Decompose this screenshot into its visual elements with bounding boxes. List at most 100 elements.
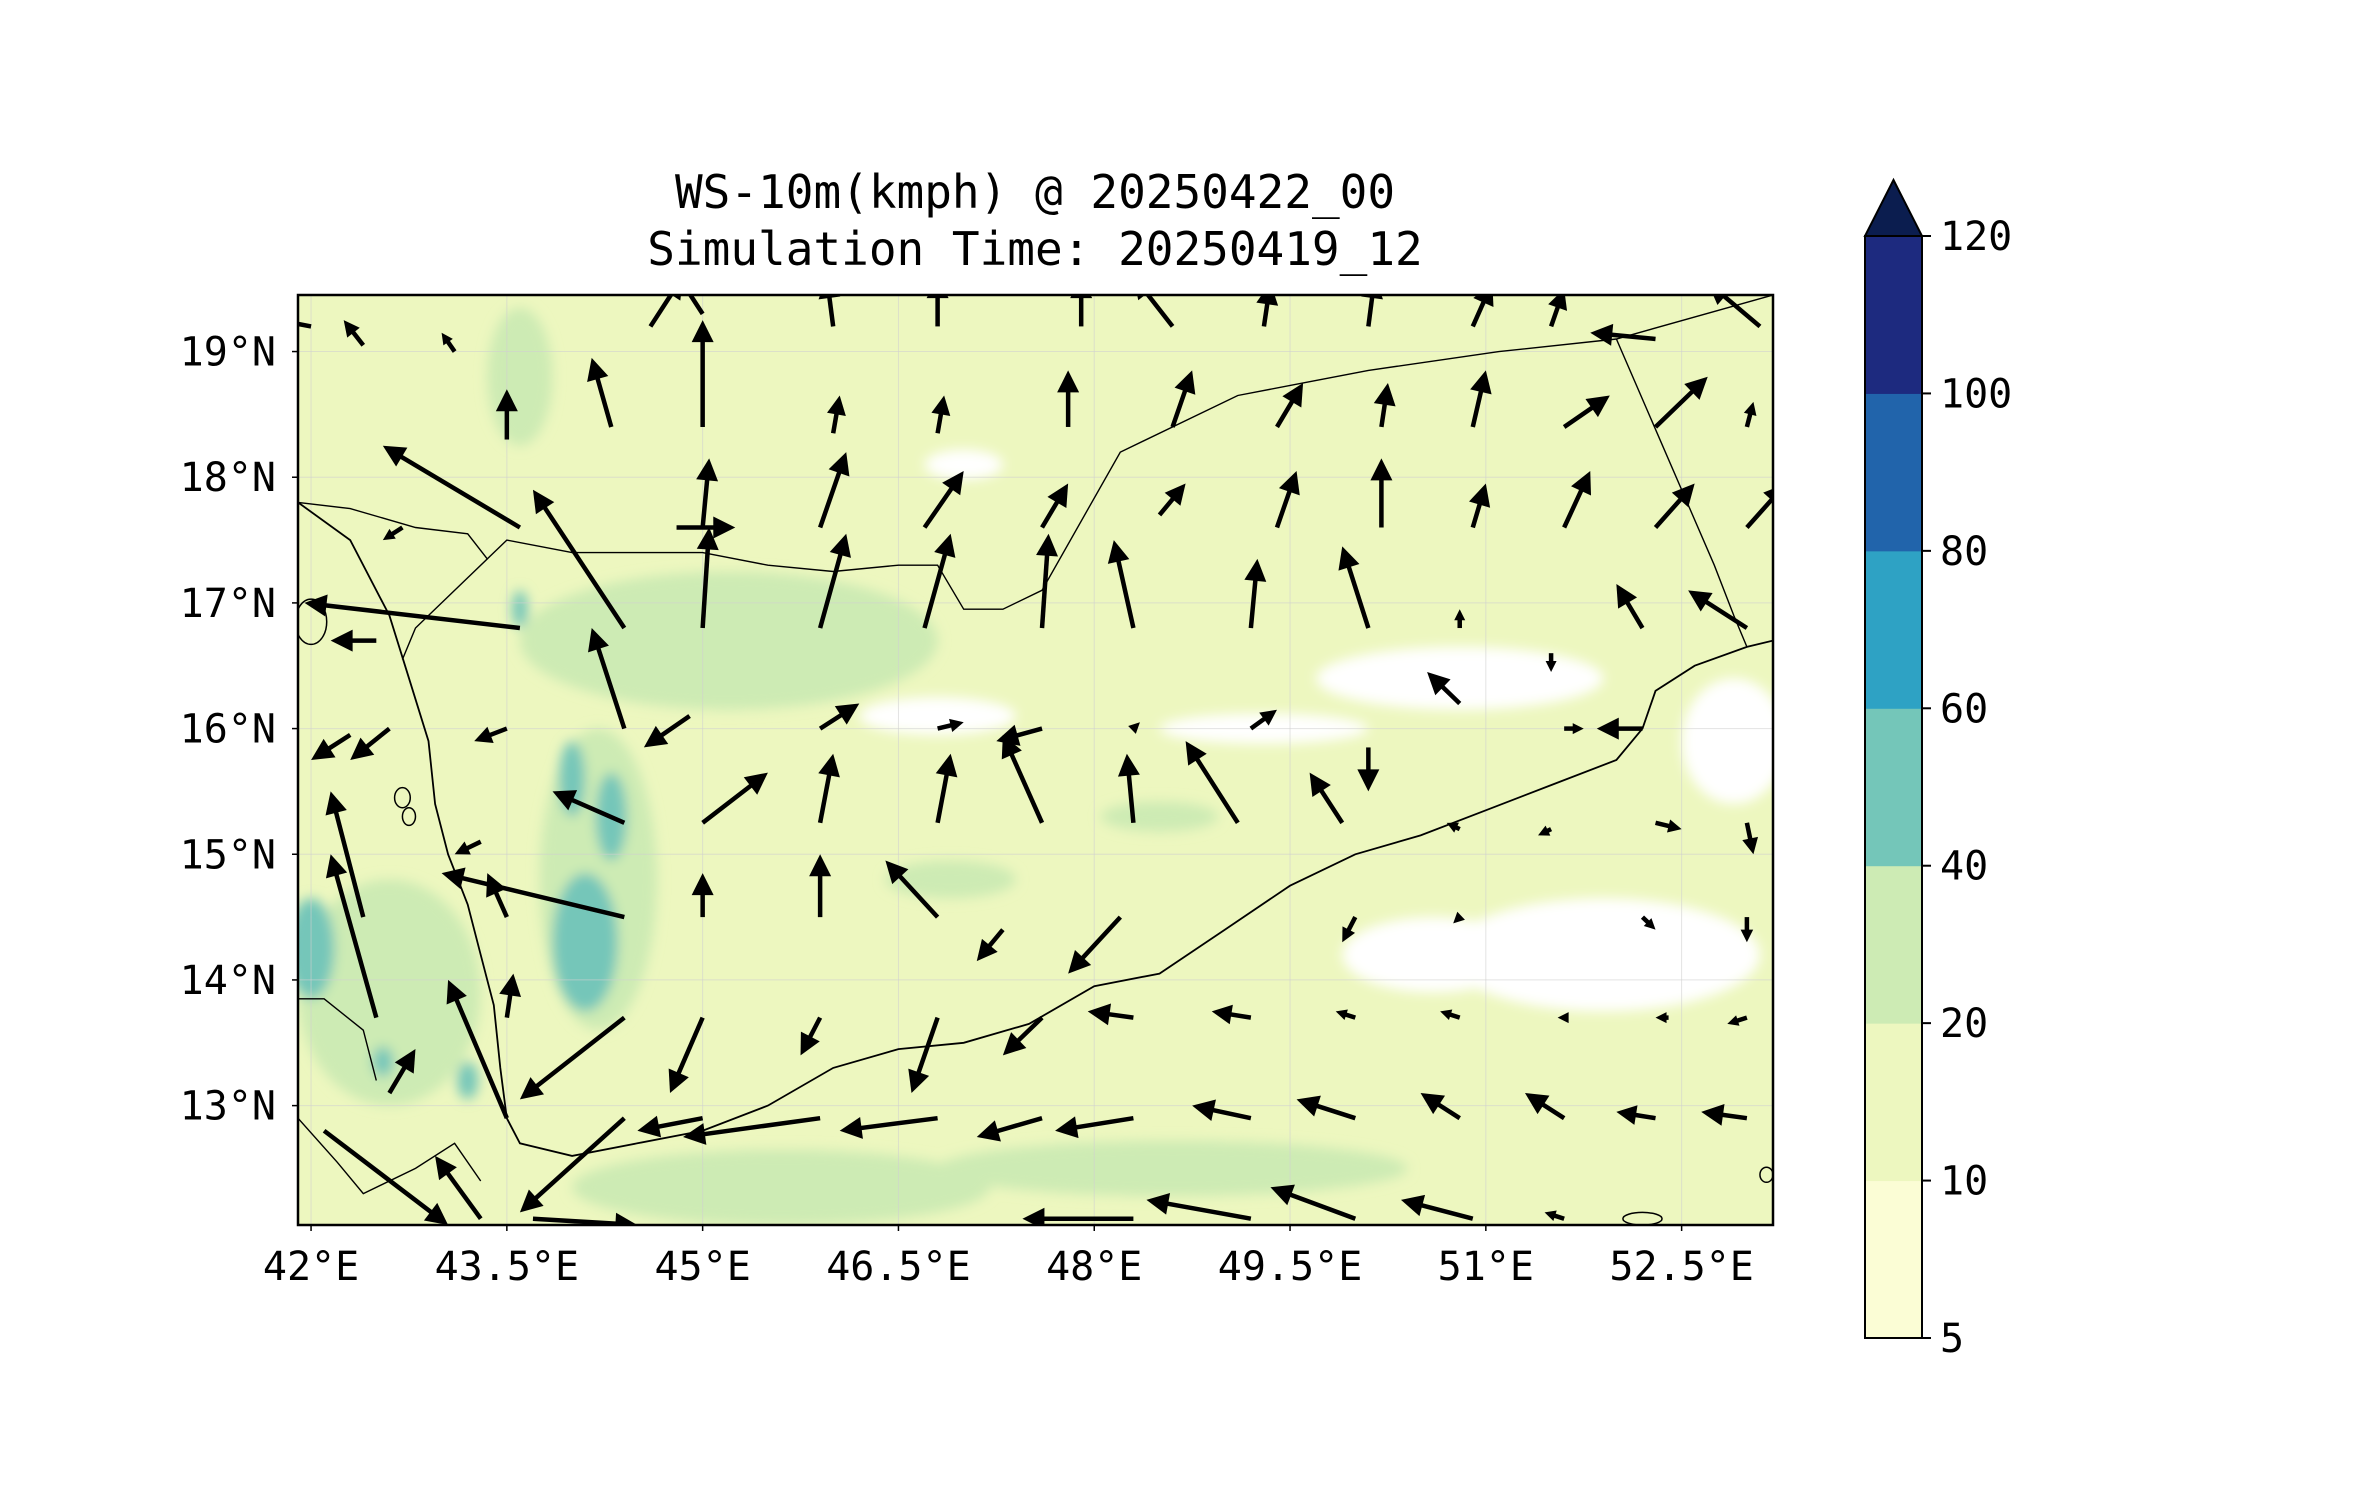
wind-arrow-head — [839, 1117, 863, 1139]
wind-arrow — [800, 1016, 823, 1056]
wind-arrow-shaft — [1039, 553, 1050, 629]
wind-arrow-shaft — [897, 873, 940, 919]
wind-arrow-head — [1473, 295, 1494, 308]
map-gridlines — [298, 295, 1773, 1225]
wind-arrow-shaft — [1318, 788, 1345, 825]
wind-arrow — [827, 395, 846, 434]
wind-arrow-head — [691, 873, 714, 896]
wind-arrow — [350, 726, 391, 760]
wind-arrow-head — [1057, 370, 1080, 393]
wind-arrow — [648, 295, 681, 328]
wind-arrow-shaft — [1157, 496, 1176, 517]
colorbar-tick-label: 120 — [1940, 214, 2012, 260]
wind-arrow-head — [519, 1189, 544, 1213]
medium-wind-patch — [1100, 801, 1219, 832]
wind-arrow — [1002, 1016, 1044, 1056]
wind-arrow — [1146, 1192, 1252, 1221]
wind-arrow — [976, 1116, 1043, 1142]
calm-patch — [1316, 646, 1604, 710]
x-tick-label: 51°E — [1438, 1244, 1534, 1290]
wind-arrow — [935, 753, 958, 824]
wind-arrow-head — [743, 772, 768, 795]
wind-arrow-shaft — [453, 997, 509, 1120]
wind-arrow — [474, 726, 508, 744]
wind-arrow — [937, 718, 964, 732]
wind-arrow-shaft — [333, 872, 379, 1019]
wind-arrow-shaft — [817, 470, 842, 529]
wind-arrow-head — [976, 1120, 1001, 1142]
wind-arrow-shaft — [1248, 578, 1258, 629]
wind-arrow-head — [643, 725, 669, 748]
wind-arrow — [931, 395, 951, 434]
wind-arrow-head — [1453, 911, 1465, 924]
strong-wind-patch — [372, 1046, 394, 1077]
wind-arrow-head — [1572, 723, 1584, 735]
wind-arrow-shaft — [1470, 299, 1487, 328]
x-tick-label: 43.5°E — [435, 1244, 580, 1290]
wind-arrow-shaft — [1126, 773, 1136, 824]
wind-arrow-shaft — [1346, 564, 1371, 629]
wind-arrow-head — [671, 295, 681, 301]
wind-arrow-head — [532, 489, 555, 515]
wind-arrow-shaft — [1040, 499, 1060, 529]
wind-arrow-head — [1335, 1009, 1348, 1020]
colorbar-extend-triangle — [1863, 177, 1924, 237]
wind-arrow-head — [1420, 1093, 1446, 1115]
wind-arrow — [311, 732, 352, 760]
wind-arrow-shaft — [1439, 684, 1462, 706]
wind-arrow — [588, 628, 627, 730]
wind-arrow-head — [1763, 488, 1773, 502]
latitude-tick-labels: 19°N 18°N 17°N 16°N 15°N 14°N 13°N — [180, 330, 298, 1130]
colorbar: 5 10 20 40 60 80 100 120 — [1863, 177, 2012, 1362]
strong-wind-patch — [552, 873, 618, 1012]
wind-arrow-head — [1296, 1095, 1321, 1117]
wind-arrow — [1654, 819, 1682, 833]
wind-arrow — [1453, 911, 1465, 924]
wind-arrow-head — [1146, 1192, 1171, 1215]
wind-arrow-head — [1548, 295, 1568, 311]
wind-arrow-shaft — [1366, 295, 1375, 327]
wind-arrow-head — [1117, 753, 1140, 777]
wind-arrow — [1743, 401, 1757, 428]
wind-arrow-shaft — [493, 890, 509, 919]
wind-arrow-shaft — [1345, 916, 1358, 933]
x-tick-label: 42°E — [263, 1244, 359, 1290]
wind-arrow-head — [499, 973, 522, 998]
wind-arrow-head — [1688, 590, 1713, 612]
wind-arrow-shaft — [986, 928, 1005, 949]
wind-arrow — [809, 854, 832, 918]
wind-arrow-shaft — [1015, 726, 1043, 739]
wind-arrow-head — [713, 516, 736, 539]
wind-arrow-shaft — [1721, 295, 1762, 329]
wind-arrow — [1036, 533, 1059, 629]
x-tick-label: 49.5°E — [1218, 1244, 1363, 1290]
wind-arrow — [1022, 1207, 1134, 1225]
medium-wind-patch — [937, 1140, 1408, 1197]
wind-arrow-shaft — [1744, 822, 1753, 841]
wind-arrow-head — [435, 1155, 457, 1181]
colorbar-tick-label: 10 — [1940, 1159, 1988, 1205]
wind-arrow — [495, 389, 518, 440]
wind-arrow-shaft — [1562, 405, 1595, 429]
wind-arrow-shaft — [1379, 402, 1388, 428]
wind-arrow — [1470, 295, 1494, 328]
wind-arrow — [532, 489, 627, 630]
wind-arrow — [1068, 915, 1122, 974]
wind-arrow — [1211, 1004, 1252, 1025]
wind-arrow-head — [588, 628, 609, 653]
wind-arrow-shaft — [1653, 496, 1684, 529]
wind-arrow — [552, 790, 626, 825]
wind-arrow-head — [1002, 1032, 1027, 1056]
country-border — [298, 501, 489, 660]
wind-arrow-head — [942, 470, 964, 496]
wind-arrow-head — [394, 1049, 416, 1074]
wind-arrow — [1274, 470, 1300, 529]
wind-arrow-shaft — [1211, 1107, 1252, 1121]
wind-arrow-head — [325, 791, 347, 816]
wind-arrow-shaft — [464, 839, 482, 851]
wind-arrow-head — [800, 1031, 820, 1056]
wind-arrow — [1564, 723, 1584, 735]
wind-arrow-shaft — [487, 726, 508, 738]
wind-arrow-head — [834, 703, 860, 725]
wind-arrow-head — [949, 718, 964, 732]
